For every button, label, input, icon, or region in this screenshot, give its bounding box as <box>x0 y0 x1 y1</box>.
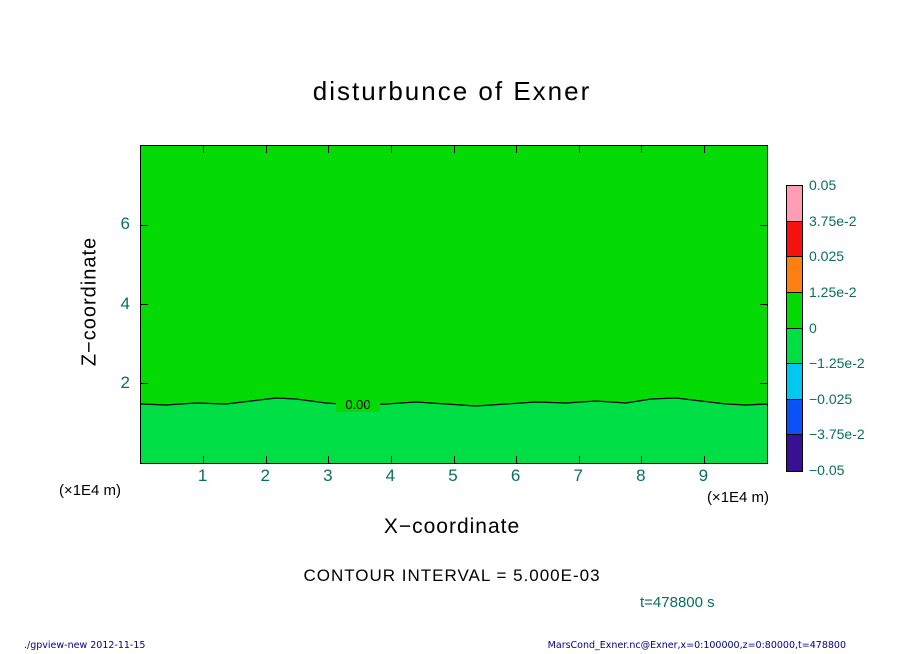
x-tick-label: 2 <box>260 466 270 485</box>
y-tick-mark-right <box>760 304 767 305</box>
colorbar-cell <box>787 364 802 400</box>
colorbar-cell <box>787 399 802 436</box>
x-axis-unit: (×1E4 m) <box>706 489 770 506</box>
y-tick-mark <box>141 383 148 385</box>
contour-label: 0.00 <box>345 397 370 412</box>
x-tick-mark-top <box>453 146 455 153</box>
x-tick-label: 4 <box>385 466 396 485</box>
x-tick-label: 6 <box>510 466 521 485</box>
x-tick-mark <box>328 456 330 463</box>
colorbar-tick-label: −1.25e-2 <box>809 355 865 372</box>
x-axis-label: X−coordinate <box>383 515 521 538</box>
x-tick-mark <box>703 456 705 463</box>
x-tick-label: 7 <box>573 466 583 485</box>
x-tick-mark-top <box>703 146 705 153</box>
x-tick-mark-top <box>328 146 330 153</box>
colorbar-cell <box>787 186 802 222</box>
colorbar-cell <box>787 221 802 258</box>
x-tick-mark-top <box>390 146 392 153</box>
zero-contour-line <box>141 397 767 407</box>
x-tick-mark <box>265 456 267 463</box>
colorbar-tick-label: 0.025 <box>809 248 845 265</box>
x-tick-mark-top <box>516 146 518 153</box>
colorbar-tick-label: −3.75e-2 <box>809 426 865 443</box>
y-tick-label: 4 <box>120 293 130 313</box>
x-tick-mark <box>203 456 205 463</box>
colorbar-tick-label: −0.025 <box>809 390 853 407</box>
x-tick-label: 8 <box>636 466 646 485</box>
footer-data-source: MarsCond_Exner.nc@Exner,x=0:100000,z=0:8… <box>547 640 846 651</box>
colorbar-tick-label: 0 <box>809 319 817 336</box>
chart-title: disturbunce of Exner <box>312 76 592 106</box>
y-tick-mark <box>141 224 148 226</box>
below-zero-region <box>141 398 767 463</box>
colorbar-cell <box>787 435 802 471</box>
y-tick-label: 6 <box>120 214 130 234</box>
colorbar-tick-label: 0.05 <box>809 177 837 193</box>
x-tick-label: 3 <box>323 466 333 485</box>
x-tick-label: 1 <box>197 466 208 485</box>
y-axis-unit: (×1E4 m) <box>58 482 122 499</box>
x-tick-mark <box>390 456 392 463</box>
colorbar-tick-label: −0.05 <box>809 462 845 478</box>
x-tick-mark <box>641 456 643 463</box>
y-tick-mark-right <box>760 224 767 226</box>
y-tick-mark <box>141 304 148 305</box>
y-tick-label: 2 <box>120 372 130 392</box>
time-annotation: t=478800 s <box>640 594 715 611</box>
colorbar <box>786 185 803 472</box>
footer-tool-version: ./gpview-new 2012-11-15 <box>24 640 146 651</box>
colorbar-cell <box>787 292 802 329</box>
contour-interval-note: CONTOUR INTERVAL = 5.000E-03 <box>303 566 601 585</box>
x-tick-mark-top <box>203 146 205 153</box>
contour-layer: 0.00 <box>141 396 767 463</box>
x-tick-mark <box>578 456 580 463</box>
x-tick-mark-top <box>641 146 643 153</box>
x-tick-mark <box>516 456 518 463</box>
x-tick-mark-top <box>265 146 267 153</box>
colorbar-tick-label: 1.25e-2 <box>809 283 857 300</box>
colorbar-cell <box>787 257 802 293</box>
x-tick-mark-top <box>578 146 580 153</box>
x-tick-label: 9 <box>698 466 709 485</box>
x-tick-label: 5 <box>448 466 458 485</box>
colorbar-tick-label: 3.75e-2 <box>809 212 857 229</box>
plot-area: 0.00 <box>140 145 768 464</box>
y-tick-mark-right <box>760 383 767 385</box>
colorbar-cell <box>787 328 802 365</box>
contour-label-background <box>336 396 380 412</box>
x-tick-mark <box>453 456 455 463</box>
